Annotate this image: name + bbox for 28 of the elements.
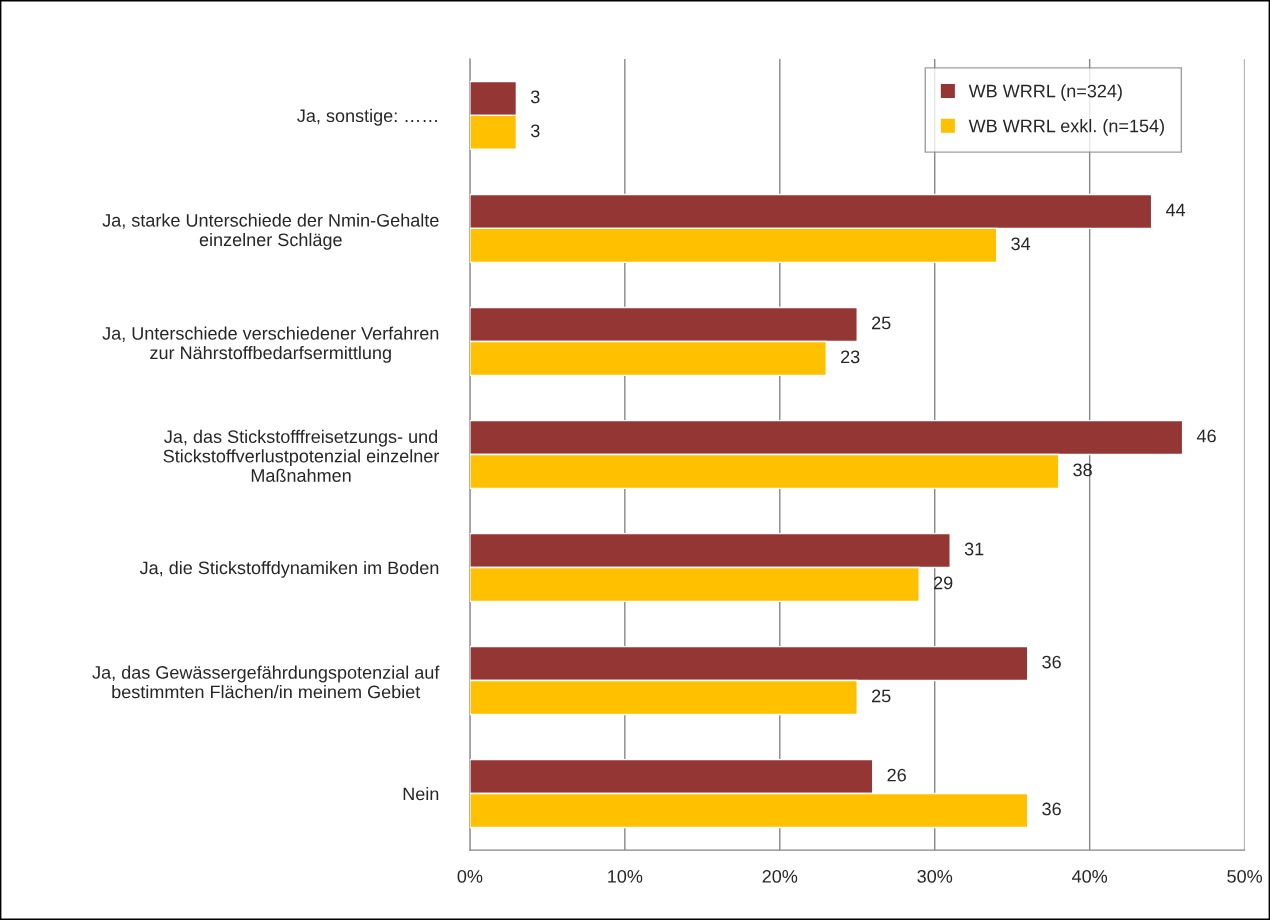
data-label: 34 [1011,237,1031,251]
y-tick-label: Nein [403,787,439,801]
data-label: 46 [1196,429,1216,443]
x-tick-label: 50% [1227,870,1263,883]
x-tick-label: 0% [457,870,483,883]
data-label: 29 [934,576,953,590]
y-tick-label: Ja, das Stickstofffreisetzungs- und Stickstoffverlustpotenzial einzelner Maßnahmen [163,429,440,482]
data-label: 25 [872,689,891,703]
data-label: 3 [530,124,540,138]
x-tick-label: 20% [762,870,798,883]
data-label: 25 [872,316,891,330]
y-tick-label: Ja, das Gewässergefährdungspotenzial auf bestimmten Flächen/in meinem Gebiet [92,665,440,699]
y-tick-label: Ja, Unterschiede verschiedener Verfahren zur Nährstoffbedarfsermittlung [102,326,439,363]
y-tick-label: Ja, sonstige: …… [297,108,437,126]
data-label: 31 [964,542,984,556]
data-label: 36 [1042,655,1061,669]
legend-label: WB WRRL (n=324) [968,84,1122,101]
legend-label: WB WRRL exkl. (n=154) [968,119,1164,136]
data-label: 44 [1165,203,1186,217]
x-tick-label: 40% [1072,870,1108,883]
x-tick-label: 30% [917,870,953,883]
y-tick-label: Ja, die Stickstoffdynamiken im Boden [139,560,439,578]
data-label: 26 [887,768,906,782]
data-label: 3 [530,90,540,104]
data-label: 23 [841,350,860,364]
y-tick-label: Ja, starke Unterschiede der Nmin-Gehalte einzelner Schläge [102,213,439,250]
data-label: 36 [1042,802,1061,816]
x-tick-label: 10% [608,870,643,883]
